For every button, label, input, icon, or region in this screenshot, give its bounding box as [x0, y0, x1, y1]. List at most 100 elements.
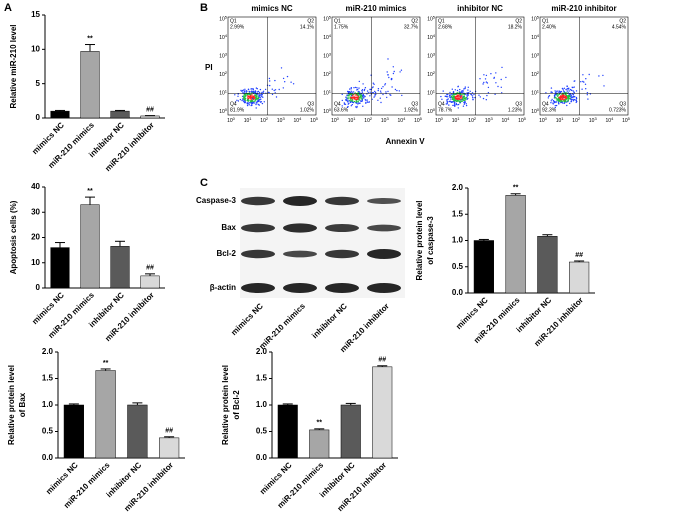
- quadrant-name: Q1: [542, 18, 549, 24]
- event-dot: [258, 104, 260, 106]
- event-dot: [572, 95, 575, 98]
- tick-exponent: 3: [282, 116, 285, 121]
- event-dot: [246, 93, 249, 96]
- y-axis-label: of Bax: [18, 392, 27, 417]
- y-tick-label: 105: [427, 15, 436, 23]
- blot-band: [325, 196, 359, 206]
- event-dot: [462, 90, 464, 92]
- bar: [80, 204, 100, 289]
- event-dot: [269, 84, 271, 87]
- event-dot: [398, 90, 400, 92]
- event-dot: [341, 105, 343, 107]
- event-dot: [545, 92, 547, 94]
- tick-base: 10: [323, 72, 329, 78]
- y-tick-label: 0.5: [42, 427, 54, 436]
- x-tick-label: 100: [331, 116, 340, 124]
- x-tick-label: 105: [310, 116, 319, 124]
- event-dot: [582, 74, 584, 76]
- event-dot: [557, 100, 559, 102]
- tick-exponent: 4: [537, 33, 540, 38]
- y-tick-label: 104: [427, 33, 436, 41]
- bar: [372, 366, 393, 459]
- tick-exponent: 4: [403, 116, 406, 121]
- event-dot: [387, 74, 389, 76]
- event-dot: [245, 91, 247, 94]
- event-dot: [505, 76, 507, 79]
- tick-base: 10: [323, 17, 329, 23]
- event-dot: [446, 99, 448, 101]
- event-dot: [244, 90, 246, 92]
- event-dot: [472, 99, 474, 101]
- event-dot: [566, 97, 569, 99]
- event-dot: [451, 101, 454, 103]
- tick-exponent: 0: [225, 107, 228, 112]
- tick-base: 10: [531, 54, 537, 60]
- event-dot: [258, 94, 260, 97]
- event-dot: [551, 98, 553, 101]
- event-dot: [361, 100, 363, 103]
- tick-exponent: 2: [225, 70, 228, 75]
- tick-base: 10: [622, 118, 628, 124]
- flow-panel-title: mimics NC: [251, 4, 293, 13]
- event-dot: [485, 74, 488, 77]
- tick-base: 10: [531, 35, 537, 41]
- tick-exponent: 1: [353, 116, 356, 121]
- event-dot: [566, 104, 568, 107]
- event-dot: [234, 94, 236, 96]
- y-tick-label: 0.0: [42, 453, 54, 462]
- event-dot: [560, 101, 562, 103]
- blot-band: [367, 198, 401, 204]
- event-dot: [363, 88, 366, 91]
- event-dot: [361, 91, 364, 93]
- event-dot: [563, 102, 566, 105]
- event-dot: [451, 97, 454, 99]
- event-dot: [248, 99, 250, 102]
- tick-base: 10: [518, 118, 524, 124]
- x-tick-label: 103: [485, 116, 494, 124]
- tick-base: 10: [348, 118, 354, 124]
- y-tick-label: 103: [219, 52, 228, 60]
- x-tick-label: 100: [435, 116, 444, 124]
- tick-exponent: 3: [329, 52, 332, 57]
- event-dot: [575, 90, 578, 92]
- event-dot: [350, 105, 352, 107]
- tick-exponent: 2: [578, 116, 581, 121]
- event-dot: [558, 90, 560, 93]
- event-dot: [354, 96, 356, 98]
- tick-exponent: 5: [524, 116, 527, 121]
- event-dot: [461, 90, 463, 92]
- event-dot: [448, 104, 450, 106]
- event-dot: [343, 102, 345, 104]
- tick-base: 10: [219, 35, 225, 41]
- event-dot: [273, 89, 275, 92]
- event-dot: [246, 104, 249, 107]
- event-dot: [255, 103, 257, 106]
- event-dot: [444, 95, 446, 98]
- quadrant-name: Q1: [230, 18, 237, 24]
- tick-exponent: 0: [545, 116, 548, 121]
- event-dot: [564, 96, 567, 98]
- y-tick-label: 40: [31, 182, 40, 191]
- event-dot: [486, 94, 488, 97]
- y-tick-label: 15: [31, 10, 40, 19]
- event-dot: [447, 101, 449, 103]
- significance-label: **: [513, 185, 519, 192]
- event-dot: [255, 87, 258, 89]
- event-dot: [452, 91, 455, 93]
- event-dot: [456, 100, 458, 102]
- event-dot: [357, 103, 359, 105]
- event-dot: [361, 98, 363, 100]
- event-dot: [467, 86, 469, 89]
- y-tick-label: 1.5: [452, 209, 464, 218]
- event-dot: [453, 103, 456, 105]
- tick-exponent: 5: [420, 116, 423, 121]
- event-dot: [550, 102, 552, 104]
- event-dot: [466, 96, 468, 98]
- event-dot: [468, 92, 470, 94]
- event-dot: [258, 91, 261, 94]
- blot-band: [367, 283, 401, 293]
- event-dot: [275, 96, 278, 98]
- tick-base: 10: [260, 118, 266, 124]
- event-dot: [558, 93, 561, 95]
- tick-base: 10: [435, 118, 441, 124]
